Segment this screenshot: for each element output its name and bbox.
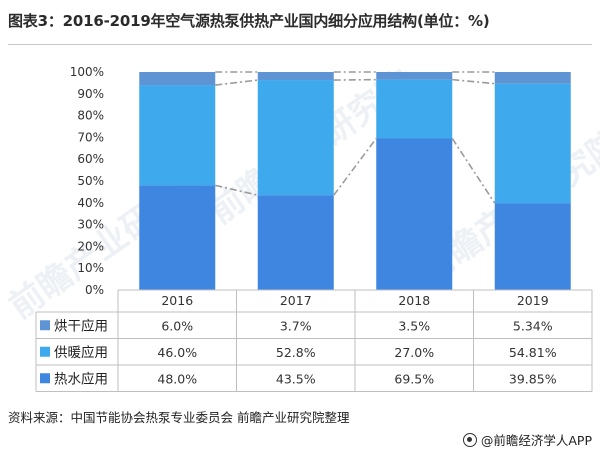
bar-segment [139,185,216,290]
bar-segment [376,79,453,139]
data-label: 52.8% [276,345,316,360]
legend-swatch [40,320,50,331]
series-connector-line [215,79,258,86]
chart-title: 图表3：2016-2019年空气源热泵供热产业国内细分应用结构(单位：%) [8,12,490,30]
y-tick-label: 70% [77,130,104,144]
x-category-label: 2019 [517,293,549,308]
bar-segment [257,72,334,81]
data-label: 3.7% [280,318,312,333]
x-category-label: 2017 [280,293,312,308]
brand-text: @前瞻经济学人APP [480,433,592,448]
data-label: 48.0% [157,371,197,386]
bar-segment [494,72,571,84]
series-connector-line [451,138,496,204]
data-label: 27.0% [394,345,434,360]
bar-segment [376,72,453,80]
y-tick-label: 20% [77,239,104,253]
source-note: 资料来源：中国节能协会热泵专业委员会 前瞻产业研究院整理 [8,410,350,425]
title-divider [8,44,592,45]
bar-segment [494,83,571,204]
y-tick-label: 60% [77,152,104,166]
series-connector-line [215,184,258,196]
y-tick-label: 50% [77,174,104,188]
y-tick-label: 40% [77,196,104,210]
bar-segment [494,203,571,290]
data-label: 5.34% [513,318,553,333]
bar-segment [257,195,334,290]
data-label: 6.0% [161,318,193,333]
y-tick-label: 90% [77,87,104,101]
y-tick-label: 100% [70,65,104,79]
y-tick-label: 80% [77,109,104,123]
legend-label: 热水应用 [54,370,108,387]
brand-logo-icon [462,432,477,447]
bar-segment [139,85,216,186]
series-connector-line [452,78,495,85]
bar-segment [257,80,334,196]
series-connector-line [333,138,377,196]
data-label: 3.5% [398,318,430,333]
data-label: 46.0% [157,345,197,360]
y-tick-label: 10% [77,261,104,275]
x-category-label: 2016 [161,293,193,308]
legend-swatch [40,373,50,384]
x-category-label: 2018 [398,293,430,308]
bar-segment [376,138,453,290]
bar-segment [139,72,216,86]
data-label: 43.5% [276,371,316,386]
legend-label: 烘干应用 [54,317,108,334]
legend-label: 供暖应用 [54,344,108,361]
y-tick-label: 0% [85,283,104,297]
legend-swatch [40,346,50,357]
data-label: 54.81% [509,345,557,360]
y-tick-label: 30% [77,218,104,232]
data-label: 69.5% [394,371,434,386]
brand-tag: @前瞻经济学人APP [462,430,592,449]
data-label: 39.85% [509,371,557,386]
